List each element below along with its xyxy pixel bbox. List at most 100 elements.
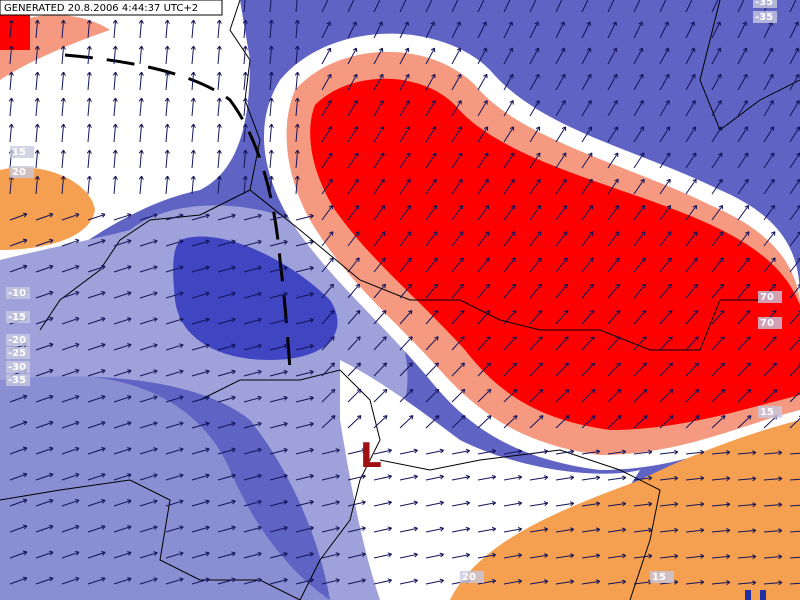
- wind-arrow: [373, 553, 392, 559]
- wind-arrow-head: [485, 257, 490, 262]
- wind-arrow-head: [190, 71, 196, 76]
- wind-arrow: [35, 46, 39, 65]
- wind-arrow: [425, 336, 439, 351]
- wind-arrow-head: [719, 231, 724, 236]
- wind-arrow: [711, 152, 723, 169]
- wind-arrow: [451, 47, 461, 65]
- wind-arrow-head: [517, 579, 523, 584]
- border: [249, 189, 760, 351]
- wind-arrow: [503, 388, 518, 403]
- wind-arrow: [425, 205, 438, 221]
- wind-arrow-head: [22, 498, 28, 504]
- wind-arrow-head: [743, 73, 748, 79]
- wind-arrow-head: [700, 579, 705, 585]
- wind-arrow: [321, 21, 331, 39]
- wind-arrow-head: [283, 369, 288, 375]
- wind-arrow: [373, 178, 385, 195]
- wind-arrow: [321, 336, 335, 351]
- wind-arrow-head: [745, 283, 750, 289]
- wind-arrow: [295, 527, 314, 533]
- wind-arrow: [217, 552, 236, 559]
- wind-arrow: [347, 178, 359, 195]
- wind-arrow: [347, 501, 366, 507]
- wind-arrow: [165, 98, 169, 117]
- wind-arrow-head: [752, 502, 757, 508]
- wind-arrow: [711, 555, 730, 559]
- wind-arrow-head: [413, 552, 418, 558]
- wind-arrow-head: [648, 501, 653, 507]
- wind-arrow-head: [231, 525, 236, 531]
- wind-arrow: [789, 232, 800, 247]
- wind-arrow: [685, 581, 704, 585]
- wind-arrow-head: [668, 415, 674, 420]
- wind-arrow: [191, 474, 210, 481]
- wind-arrow: [685, 477, 704, 481]
- wind-arrow-head: [356, 415, 362, 420]
- wind-arrow: [295, 371, 314, 377]
- wind-arrow: [685, 47, 695, 65]
- wind-arrow-head: [86, 149, 92, 154]
- wind-arrow: [477, 74, 488, 91]
- wind-arrow: [321, 47, 331, 65]
- wind-arrow-head: [674, 449, 679, 455]
- wind-arrow: [373, 527, 392, 533]
- wind-arrow: [9, 577, 28, 585]
- trough-line: [64, 53, 292, 371]
- wind-arrow: [191, 176, 195, 195]
- wind-arrow: [659, 336, 673, 351]
- wind-arrow: [295, 423, 314, 429]
- wind-arrow-head: [205, 421, 210, 427]
- wind-arrow-head: [720, 415, 726, 420]
- wind-arrow: [555, 580, 574, 585]
- wind-arrow: [321, 283, 334, 299]
- wind-arrow-head: [361, 526, 366, 532]
- wind-arrow-head: [456, 47, 462, 53]
- contour-label-box: [753, 11, 777, 23]
- wind-arrow-head: [355, 310, 361, 315]
- wind-arrow: [685, 21, 695, 39]
- wind-arrow: [737, 388, 752, 403]
- wind-arrow-head: [153, 551, 158, 557]
- wind-arrow-head: [231, 369, 236, 375]
- orange-region-south: [450, 420, 800, 600]
- wind-arrow-head: [674, 527, 679, 533]
- wind-arrow-head: [638, 21, 643, 26]
- wind-arrow-head: [101, 291, 106, 296]
- wind-arrow-head: [665, 100, 670, 105]
- wind-arrow: [165, 396, 184, 403]
- wind-arrow: [659, 100, 670, 117]
- wind-arrow-head: [484, 204, 490, 210]
- wind-arrow-head: [329, 257, 334, 262]
- wind-arrow: [139, 396, 158, 403]
- wind-arrow: [295, 176, 299, 195]
- wind-arrow: [269, 371, 288, 377]
- wind-arrow-head: [692, 178, 697, 184]
- wind-arrow: [737, 126, 749, 143]
- wind-arrow: [399, 388, 414, 403]
- wind-arrow: [789, 152, 800, 169]
- contour-label-box: [10, 146, 34, 158]
- wind-arrow-head: [283, 239, 288, 245]
- wind-arrow: [139, 318, 158, 325]
- wind-arrow: [425, 388, 440, 403]
- wind-arrow-head: [353, 73, 358, 79]
- wind-arrow-head: [283, 317, 288, 323]
- wind-arrow: [165, 344, 184, 351]
- wind-arrow-head: [413, 474, 418, 480]
- wind-arrow: [243, 474, 262, 481]
- wind-arrow: [503, 126, 515, 143]
- wind-arrow-head: [268, 19, 274, 24]
- wind-arrow-head: [486, 362, 491, 368]
- wind-arrow: [503, 100, 514, 117]
- wind-arrow: [87, 473, 106, 481]
- wind-arrow-head: [543, 553, 549, 559]
- wind-arrow: [165, 552, 184, 559]
- contour-label-box: [460, 571, 484, 583]
- wind-arrow: [555, 205, 568, 221]
- wind-arrow: [607, 388, 622, 403]
- wind-arrow: [607, 0, 615, 13]
- wind-arrow: [607, 47, 617, 65]
- wind-arrow-head: [283, 447, 288, 453]
- wind-arrow-head: [536, 178, 541, 184]
- wind-arrow: [581, 554, 600, 559]
